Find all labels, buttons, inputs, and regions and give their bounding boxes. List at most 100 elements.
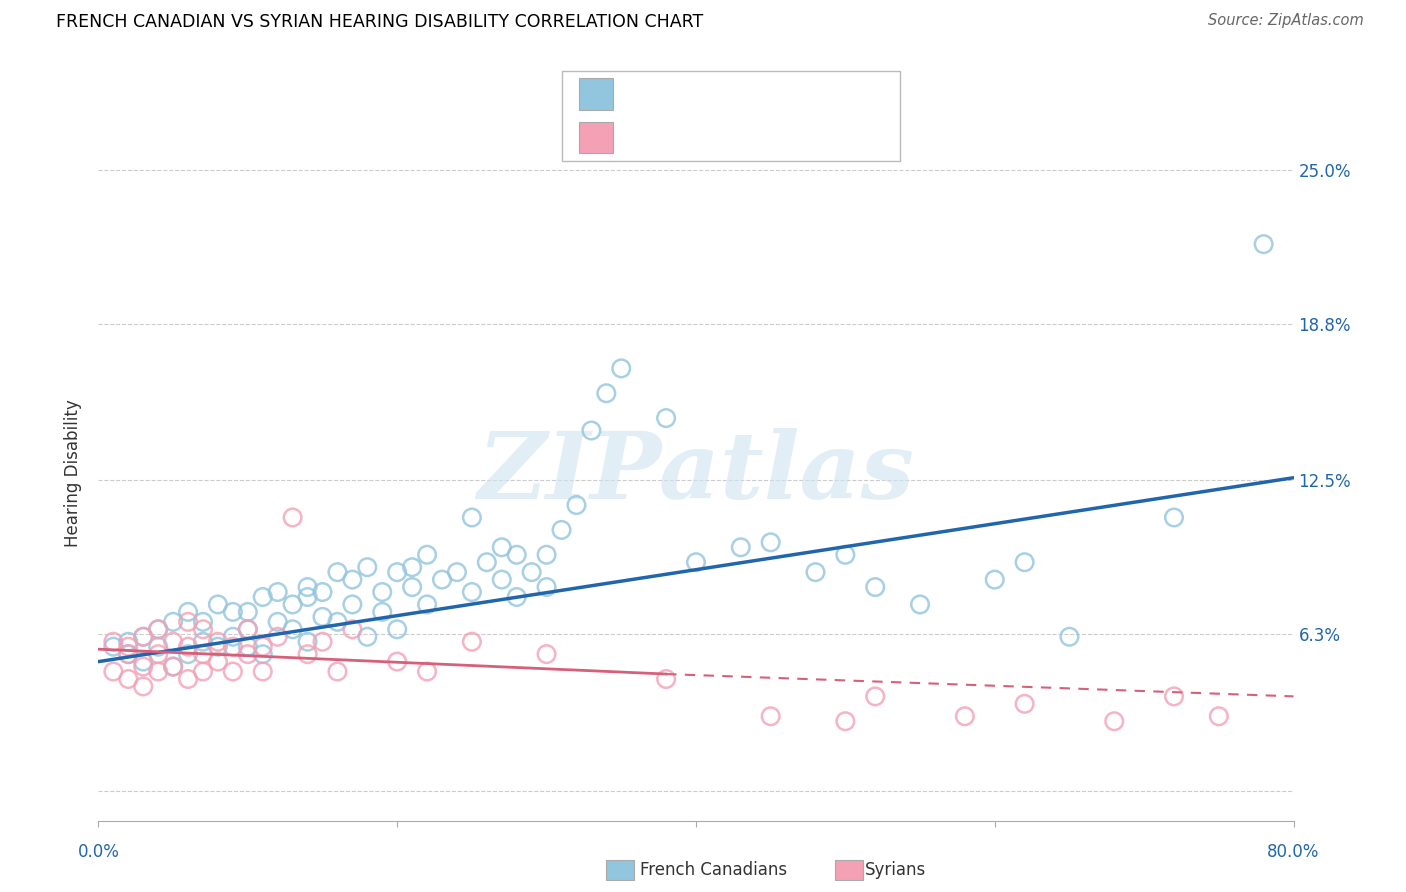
Point	[1163, 690, 1185, 704]
Point	[385, 565, 409, 579]
FancyBboxPatch shape	[579, 78, 613, 110]
Point	[132, 659, 155, 673]
Text: ZIPatlas: ZIPatlas	[478, 428, 914, 517]
Text: FRENCH CANADIAN VS SYRIAN HEARING DISABILITY CORRELATION CHART: FRENCH CANADIAN VS SYRIAN HEARING DISABI…	[56, 13, 703, 31]
Point	[236, 623, 259, 637]
Point	[446, 565, 468, 579]
Point	[342, 573, 364, 587]
Point	[326, 615, 349, 629]
Point	[222, 665, 245, 679]
Point	[267, 630, 290, 644]
Point	[491, 573, 513, 587]
Point	[236, 640, 259, 654]
Point	[191, 665, 214, 679]
Text: French Canadians: French Canadians	[640, 861, 787, 879]
Point	[834, 548, 856, 562]
Point	[371, 585, 394, 599]
Point	[461, 510, 484, 524]
Point	[565, 498, 588, 512]
Point	[117, 672, 139, 686]
Point	[148, 665, 170, 679]
Point	[162, 615, 184, 629]
Point	[416, 665, 439, 679]
Point	[236, 647, 259, 661]
Point	[148, 623, 170, 637]
Point	[132, 655, 155, 669]
Point	[281, 510, 304, 524]
Point	[865, 690, 887, 704]
Point	[685, 555, 707, 569]
Point	[311, 634, 333, 648]
Point	[804, 565, 827, 579]
Point	[132, 680, 155, 694]
Text: R =: R =	[630, 130, 659, 145]
Point	[252, 647, 274, 661]
Point	[103, 640, 125, 654]
Point	[520, 565, 543, 579]
Point	[655, 672, 678, 686]
Point	[356, 560, 378, 574]
Point	[550, 523, 572, 537]
Point	[281, 598, 304, 612]
Point	[297, 634, 319, 648]
Point	[342, 623, 364, 637]
Point	[834, 714, 856, 729]
Text: N =: N =	[765, 87, 796, 102]
Point	[326, 565, 349, 579]
Point	[311, 610, 333, 624]
Point	[148, 640, 170, 654]
FancyBboxPatch shape	[835, 860, 863, 880]
Point	[342, 598, 364, 612]
Point	[162, 659, 184, 673]
Point	[506, 590, 529, 604]
Point	[207, 598, 229, 612]
Point	[1104, 714, 1126, 729]
Point	[267, 615, 290, 629]
Text: 0.0%: 0.0%	[77, 843, 120, 861]
Point	[401, 560, 423, 574]
Point	[1253, 237, 1275, 252]
Point	[236, 623, 259, 637]
Point	[759, 709, 782, 723]
Point	[595, 386, 617, 401]
Point	[953, 709, 976, 723]
Point	[177, 647, 200, 661]
Point	[759, 535, 782, 549]
Text: 0.321: 0.321	[690, 86, 744, 103]
FancyBboxPatch shape	[562, 71, 900, 161]
Point	[984, 573, 1007, 587]
Point	[385, 655, 409, 669]
Point	[207, 634, 229, 648]
Text: Syrians: Syrians	[865, 861, 927, 879]
Point	[475, 555, 498, 569]
Point	[177, 605, 200, 619]
Point	[162, 634, 184, 648]
Text: R =: R =	[630, 87, 659, 102]
Point	[132, 630, 155, 644]
Point	[1014, 555, 1036, 569]
Point	[506, 548, 529, 562]
Point	[191, 623, 214, 637]
Point	[252, 665, 274, 679]
Point	[371, 605, 394, 619]
Point	[908, 598, 931, 612]
Point	[117, 634, 139, 648]
Point	[117, 640, 139, 654]
Point	[207, 640, 229, 654]
Point	[311, 585, 333, 599]
Point	[401, 580, 423, 594]
Point	[385, 623, 409, 637]
Point	[236, 605, 259, 619]
Point	[252, 590, 274, 604]
Point	[162, 659, 184, 673]
Point	[297, 580, 319, 594]
Point	[103, 665, 125, 679]
Point	[177, 672, 200, 686]
Point	[281, 623, 304, 637]
Point	[416, 548, 439, 562]
Point	[297, 590, 319, 604]
Point	[148, 647, 170, 661]
Text: 46: 46	[823, 128, 845, 146]
Point	[730, 541, 752, 555]
Point	[1059, 630, 1081, 644]
